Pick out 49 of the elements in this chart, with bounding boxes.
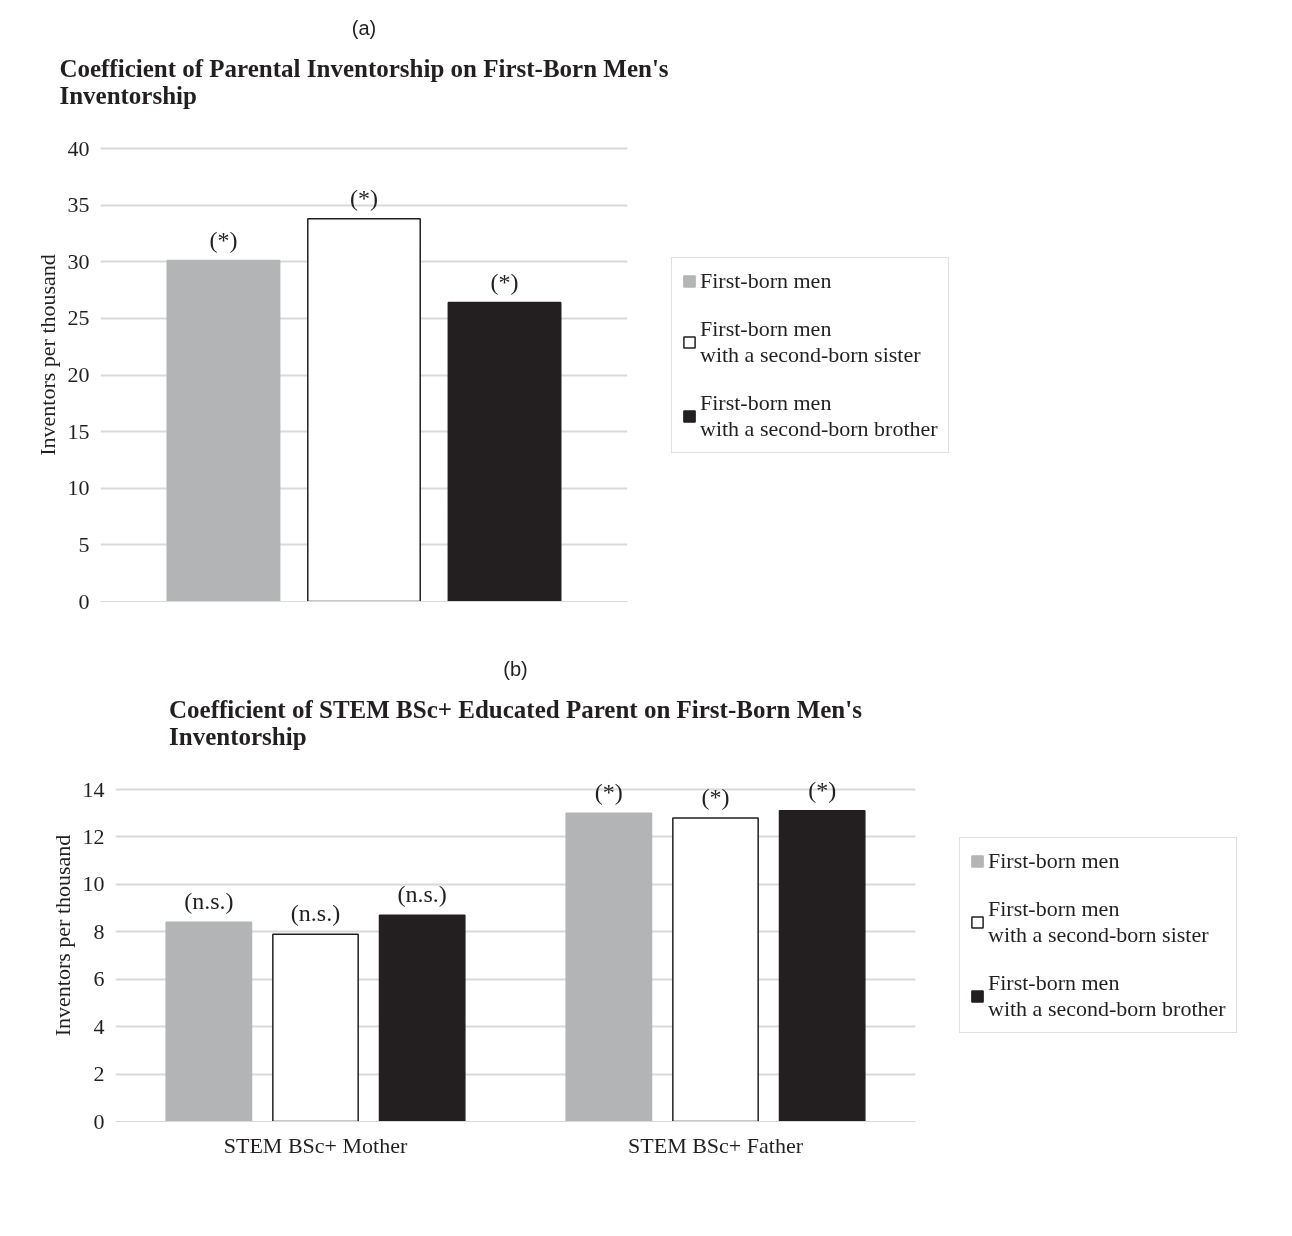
bar xyxy=(447,301,562,602)
y-tick-label: 10 xyxy=(82,871,105,897)
bar xyxy=(272,933,359,1122)
data-label: (*) xyxy=(490,268,519,295)
y-axis-title: Inventors per thousand xyxy=(49,834,75,1037)
legend-label: First-born men xyxy=(988,848,1120,874)
y-tick-label: 20 xyxy=(67,362,90,387)
data-label: (*) xyxy=(594,779,623,806)
y-tick-label: 30 xyxy=(67,248,90,274)
y-tick-label: 4 xyxy=(93,1013,105,1039)
y-tick-label: 8 xyxy=(93,918,105,944)
text: (a) xyxy=(351,16,377,39)
y-axis-title: Inventors per thousand xyxy=(34,254,60,456)
y-tick-label: 25 xyxy=(67,305,90,331)
bar xyxy=(307,217,421,602)
y-tick-label: 35 xyxy=(67,192,90,218)
y-tick-label: 10 xyxy=(67,475,90,501)
y-tick-label: 6 xyxy=(93,966,105,992)
y-tick-label: 5 xyxy=(78,531,90,557)
data-label: (n.s.) xyxy=(184,888,234,915)
legend-label: First-born men with a second-born brother xyxy=(700,389,938,442)
chart-title: Coefficient of Parental Inventorship on First-Born Men's Inventorship xyxy=(59,54,669,109)
bar xyxy=(165,921,253,1122)
y-tick-label: 2 xyxy=(93,1061,105,1087)
data-label: (*) xyxy=(701,783,730,810)
x-tick-label: STEM BSc+ Father xyxy=(628,1132,804,1158)
y-tick-label: 15 xyxy=(67,418,90,444)
chart-title: Coefficient of STEM BSc+ Educated Parent on First-Born Men's Inventorship xyxy=(169,695,863,750)
data-label: (n.s.) xyxy=(397,881,447,908)
bar xyxy=(166,259,281,602)
bar xyxy=(565,812,653,1122)
text: (b) xyxy=(503,657,528,680)
y-tick-label: 12 xyxy=(82,823,105,849)
y-tick-label: 0 xyxy=(93,1108,105,1134)
legend-label: First-born men with a second-born brother xyxy=(988,970,1226,1022)
bar xyxy=(778,810,866,1122)
y-tick-label: 0 xyxy=(78,588,90,614)
bar xyxy=(378,914,466,1122)
y-tick-label: 14 xyxy=(82,776,105,802)
data-label: (*) xyxy=(350,184,378,211)
legend-label: First-born men with a second-born sister xyxy=(700,315,921,368)
data-label: (n.s.) xyxy=(290,900,341,927)
x-tick-label: STEM BSc+ Mother xyxy=(223,1132,408,1158)
bar xyxy=(672,817,759,1122)
data-label: (*) xyxy=(209,226,238,253)
legend-label: First-born men with a second-born sister xyxy=(988,896,1209,948)
data-label: (*) xyxy=(808,776,837,803)
y-tick-label: 40 xyxy=(67,135,90,161)
legend-label: First-born men xyxy=(700,267,832,294)
